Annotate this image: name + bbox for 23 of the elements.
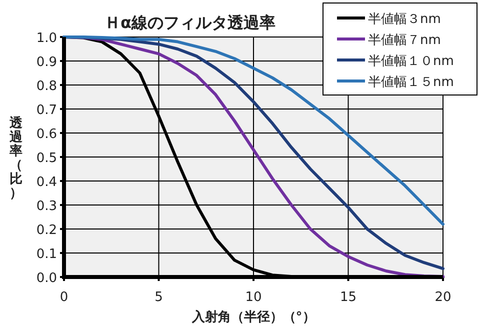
legend-label: 半値幅１５nm [368, 75, 454, 90]
y-tick-label: 0.3 [36, 199, 57, 214]
y-tick-label: 0.8 [36, 79, 57, 94]
y-tick-label: 1.0 [36, 31, 57, 46]
x-axis-title: 入射角（半径）（°） [190, 309, 316, 325]
x-tick-label: 10 [245, 290, 262, 305]
y-tick-label: 0.5 [36, 151, 57, 166]
x-tick-label: 5 [154, 290, 163, 305]
x-tick-label: 20 [434, 290, 452, 305]
y-tick-label: 0.1 [36, 247, 57, 262]
y-tick-label: 0.7 [36, 103, 57, 118]
x-tick-label: 15 [340, 290, 357, 305]
x-tick-label: 0 [60, 290, 68, 305]
y-tick-label: 0.9 [36, 55, 57, 70]
y-tick-label: 0.0 [36, 271, 57, 286]
legend-label: 半値幅１０nm [368, 54, 454, 69]
legend-label: 半値幅３nm [368, 12, 441, 27]
y-tick-label: 0.6 [36, 127, 57, 142]
chart-title: Ｈα線のフィルタ透過率 [104, 13, 276, 32]
y-tick-label: 0.2 [36, 223, 57, 238]
y-tick-label: 0.4 [36, 175, 57, 190]
y-axis-title: 透過率（比） [8, 115, 24, 201]
legend-label: 半値幅７nm [368, 33, 441, 48]
